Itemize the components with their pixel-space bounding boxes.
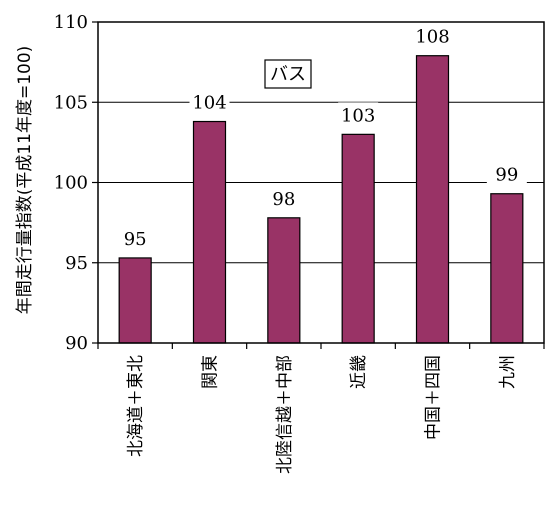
legend-label: バス <box>270 64 306 85</box>
gridlines <box>98 21 544 264</box>
bar <box>415 55 450 344</box>
data-label: 98 <box>272 189 295 210</box>
data-labels: 95 104 98 103 108 99 <box>115 23 527 250</box>
bar <box>118 257 152 344</box>
x-category-label: 北陸信越＋中部 <box>275 355 295 474</box>
y-tick-label: 100 <box>54 173 88 194</box>
data-label: 99 <box>495 165 518 186</box>
bar <box>192 120 227 344</box>
legend: バス <box>264 59 312 89</box>
axes <box>92 21 545 349</box>
y-tick-labels: 90 95 100 105 110 <box>54 12 88 354</box>
bars <box>118 55 524 344</box>
y-tick-label: 105 <box>54 92 88 113</box>
bar <box>267 217 301 344</box>
data-label: 108 <box>415 27 449 48</box>
bar <box>490 193 524 344</box>
data-label-bg <box>412 23 453 48</box>
x-category-label: 北海道＋東北 <box>126 355 146 457</box>
y-tick-label: 110 <box>54 12 88 33</box>
y-tick-label: 95 <box>65 253 88 274</box>
y-tick-label: 90 <box>65 333 88 354</box>
y-axis-label: 年間走行量指数(平成11年度=100) <box>15 46 35 315</box>
data-label: 95 <box>124 229 147 250</box>
x-category-labels: 北海道＋東北 関東 北陸信越＋中部 近畿 中国＋四国 九州 <box>126 355 518 474</box>
data-label-bg <box>189 89 230 114</box>
data-label-bg <box>115 225 156 250</box>
data-label-bg <box>263 185 304 210</box>
data-label: 103 <box>341 105 375 126</box>
legend-box <box>264 59 312 89</box>
data-label-bg <box>338 102 379 127</box>
data-label-bg <box>486 161 527 186</box>
bar <box>341 133 375 344</box>
data-label: 104 <box>192 93 226 114</box>
x-category-label: 近畿 <box>349 355 369 389</box>
x-category-label: 関東 <box>201 355 221 389</box>
x-category-label: 中国＋四国 <box>424 355 444 440</box>
x-category-label: 九州 <box>498 355 518 389</box>
